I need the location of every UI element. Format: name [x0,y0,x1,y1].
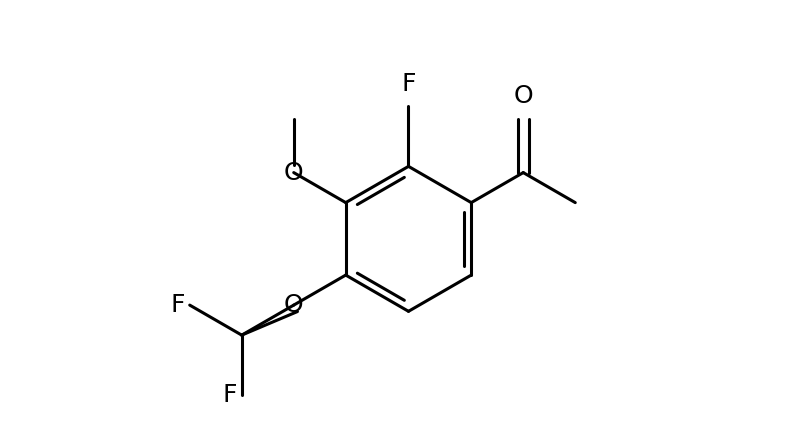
Text: F: F [170,293,184,317]
Text: O: O [284,160,303,184]
Text: F: F [401,72,416,96]
Text: O: O [284,293,303,317]
Text: F: F [222,383,236,407]
Text: O: O [514,84,533,108]
